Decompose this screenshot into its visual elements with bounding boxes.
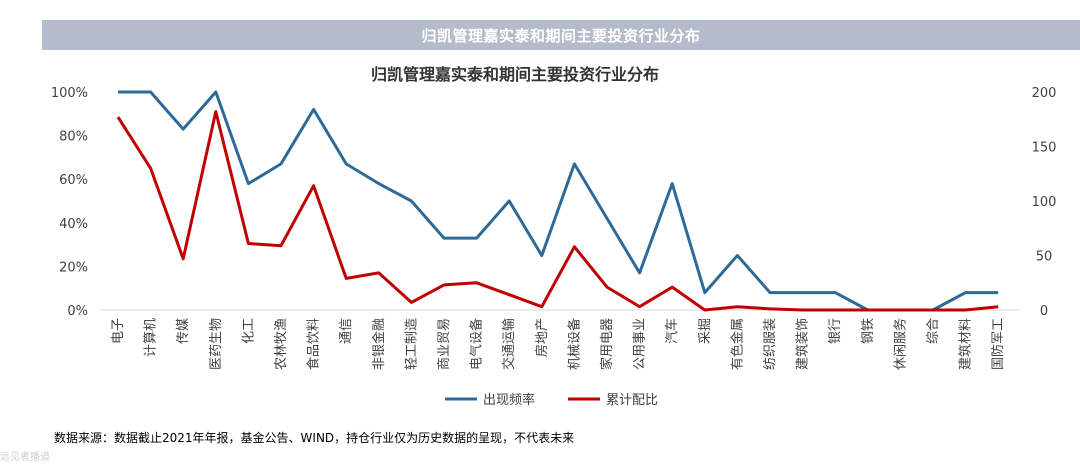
x-tick-label: 钢铁 bbox=[861, 318, 876, 344]
x-tick-label: 银行 bbox=[828, 318, 843, 344]
y-left-tick-label: 0% bbox=[67, 304, 88, 319]
y-left-tick-label: 100% bbox=[51, 86, 88, 101]
x-tick-label: 农林牧渔 bbox=[274, 318, 289, 370]
series-line-frequency bbox=[118, 90, 999, 312]
x-tick-label: 有色金属 bbox=[729, 318, 745, 370]
y-right-tick-label: 200 bbox=[1032, 86, 1057, 101]
x-tick-label: 计算机 bbox=[144, 318, 159, 357]
x-tick-label: 食品饮料 bbox=[306, 318, 322, 370]
x-tick-label: 医药生物 bbox=[209, 318, 224, 370]
chart-legend: 出现频率 累计配比 bbox=[445, 392, 658, 408]
legend-label-frequency: 出现频率 bbox=[483, 392, 535, 408]
y-left-tick-label: 80% bbox=[59, 130, 88, 145]
x-tick-label: 家用电器 bbox=[599, 318, 615, 370]
x-tick-label: 机械设备 bbox=[566, 318, 582, 370]
chart-banner-title: 归凯管理嘉实泰和期间主要投资行业分布 bbox=[42, 20, 1080, 50]
x-tick-label: 建筑装饰 bbox=[795, 318, 811, 370]
x-tick-label: 通信 bbox=[339, 318, 354, 344]
x-tick-label: 国防军工 bbox=[990, 318, 1006, 370]
x-tick-label: 交通运输 bbox=[501, 318, 517, 370]
x-tick-label: 建筑材料 bbox=[958, 318, 974, 370]
line-chart: 归凯管理嘉实泰和期间主要投资行业分布 0% 20% 40% 60% 80% 100% 0 50… bbox=[51, 65, 1057, 408]
y-left-tick-label: 40% bbox=[59, 217, 88, 232]
x-tick-label: 休闲服务 bbox=[892, 318, 908, 370]
x-tick-label: 汽车 bbox=[664, 318, 680, 344]
y-left-tick-label: 20% bbox=[59, 260, 88, 275]
x-tick-label: 商业贸易 bbox=[437, 318, 452, 370]
x-tick-label: 纺织服装 bbox=[763, 318, 778, 370]
source-footnote: 数据来源：数据截止2021年年报，基金公告、WIND，持仓行业仅为历史数据的呈现… bbox=[54, 431, 575, 445]
x-tick-label: 非银金融 bbox=[371, 318, 387, 370]
chart-title: 归凯管理嘉实泰和期间主要投资行业分布 bbox=[371, 65, 659, 84]
x-tick-label: 电子 bbox=[111, 318, 126, 344]
x-tick-label: 传媒 bbox=[176, 318, 191, 344]
watermark-mark: 远见者播道 bbox=[0, 452, 50, 463]
x-tick-label: 电气设备 bbox=[469, 318, 485, 370]
x-tick-label: 采掘 bbox=[698, 318, 713, 344]
legend-label-cumulative: 累计配比 bbox=[606, 393, 658, 408]
x-tick-label: 轻工制造 bbox=[404, 318, 419, 370]
y-left-tick-label: 60% bbox=[59, 173, 88, 188]
y-right-tick-label: 0 bbox=[1040, 304, 1048, 319]
x-tick-label: 房地产 bbox=[534, 318, 550, 357]
chart-axes: 0% 20% 40% 60% 80% 100% 0 50 100 150 200 电子 计算机 传媒 医药生… bbox=[51, 86, 1057, 370]
x-tick-label: 综合 bbox=[926, 318, 941, 344]
chart-series bbox=[116, 90, 999, 312]
y-right-tick-label: 150 bbox=[1032, 141, 1057, 156]
y-right-tick-label: 100 bbox=[1032, 195, 1057, 210]
x-tick-label: 化工 bbox=[241, 318, 256, 344]
x-tick-label: 公用事业 bbox=[633, 318, 648, 370]
series-line-cumulative bbox=[116, 110, 999, 312]
y-right-tick-label: 50 bbox=[1036, 250, 1053, 265]
